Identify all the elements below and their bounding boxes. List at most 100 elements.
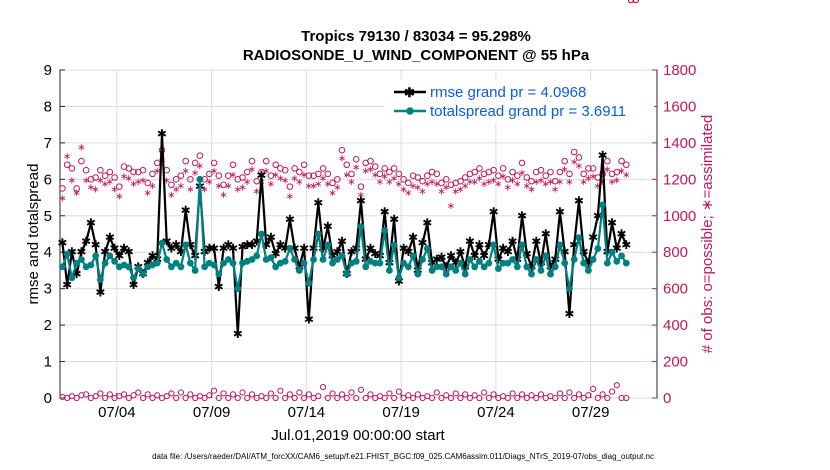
x-axis-label: Jul.01,2019 00:00:00 start xyxy=(271,427,445,444)
assimilated-obs-point: ∗ xyxy=(598,177,606,188)
totalspread-point xyxy=(547,270,554,278)
assimilated-obs-point: ∗ xyxy=(338,153,346,164)
possible-obs-point xyxy=(589,165,597,172)
rmse-point: ✱ xyxy=(418,236,428,250)
assimilated-obs-point: ∗ xyxy=(613,175,621,186)
legend-rmse-label: rmse grand pr = 4.0968 xyxy=(430,84,586,101)
assimilated-obs-point: ∗ xyxy=(177,181,185,192)
rmse-point: ✱ xyxy=(607,216,617,230)
possible-obs-point xyxy=(419,177,426,185)
assimilated-obs-point: ∗ xyxy=(433,179,441,190)
low-count-obs-point xyxy=(457,394,464,402)
rmse-point: ✱ xyxy=(370,247,380,261)
y-tick-label: 5 xyxy=(44,208,52,225)
possible-obs-point xyxy=(187,176,194,183)
low-count-obs-point xyxy=(481,389,488,396)
rmse-point: ✱ xyxy=(531,234,541,248)
low-count-obs-point xyxy=(509,390,516,397)
low-count-obs-point xyxy=(594,394,601,402)
low-count-obs-point xyxy=(272,394,279,402)
rmse-point: ✱ xyxy=(399,242,409,256)
totalspread-point xyxy=(381,226,389,234)
rmse-point: ✱ xyxy=(380,205,390,219)
low-count-obs-point xyxy=(348,389,355,396)
low-count-obs-point xyxy=(561,394,568,402)
rmse-point: ✱ xyxy=(304,313,314,327)
low-count-obs-point xyxy=(225,394,232,402)
assimilated-obs-point: ∗ xyxy=(447,201,455,212)
rmse-point: ✱ xyxy=(517,209,527,223)
low-count-obs-point xyxy=(623,394,630,402)
rmse-point: ✱ xyxy=(214,280,224,294)
totalspread-point xyxy=(201,263,209,271)
possible-obs-point xyxy=(97,166,104,174)
low-count-obs-point xyxy=(443,392,450,399)
assimilated-obs-point: ∗ xyxy=(110,184,118,195)
totalspread-point xyxy=(537,267,545,274)
rmse-point: ✱ xyxy=(427,256,437,270)
assimilated-obs-point: ∗ xyxy=(68,175,76,186)
low-count-obs-point xyxy=(83,391,90,398)
totalspread-point xyxy=(319,256,327,263)
totalspread-point xyxy=(73,259,81,267)
low-count-obs-point xyxy=(632,0,639,4)
assimilated-obs-point: ∗ xyxy=(357,190,365,201)
possible-obs-point xyxy=(130,168,137,176)
rmse-point: ✱ xyxy=(309,242,319,256)
assimilated-obs-point: ∗ xyxy=(362,166,370,177)
totalspread-point xyxy=(528,270,535,278)
assimilated-obs-point: ∗ xyxy=(234,184,242,195)
low-count-obs-point xyxy=(291,394,298,402)
possible-obs-point xyxy=(528,177,535,185)
assimilated-obs-point: ∗ xyxy=(423,179,431,190)
rmse-point: ✱ xyxy=(328,249,338,263)
low-count-obs-point xyxy=(599,391,606,398)
assimilated-obs-point: ∗ xyxy=(106,177,114,188)
assimilated-obs-point: ∗ xyxy=(319,174,327,185)
rmse-point: ✱ xyxy=(564,307,574,321)
rmse-point: ✱ xyxy=(147,249,157,263)
low-count-obs-point xyxy=(428,394,436,402)
low-count-obs-point xyxy=(106,391,113,398)
low-count-obs-point xyxy=(433,389,440,396)
rmse-point: ✱ xyxy=(579,245,589,259)
possible-obs-point xyxy=(248,157,256,165)
low-count-obs-point xyxy=(476,394,483,402)
low-count-obs-point xyxy=(182,394,189,402)
assimilated-obs-point: ∗ xyxy=(324,179,332,190)
rmse-point: ✱ xyxy=(356,194,366,208)
totalspread-point xyxy=(68,274,76,282)
totalspread-point xyxy=(333,256,341,263)
assimilated-obs-point: ∗ xyxy=(205,177,213,188)
assimilated-obs-point: ∗ xyxy=(565,177,573,188)
possible-obs-point xyxy=(556,168,564,176)
totalspread-point xyxy=(499,259,507,267)
rmse-point: ✱ xyxy=(204,242,214,256)
low-count-obs-point xyxy=(504,394,511,402)
possible-obs-point xyxy=(73,185,80,192)
assimilated-obs-point: ∗ xyxy=(215,181,223,192)
assimilated-obs-point: ∗ xyxy=(499,172,507,183)
assimilated-obs-point: ∗ xyxy=(309,181,317,192)
possible-obs-point xyxy=(442,176,450,183)
totalspread-point xyxy=(414,270,422,278)
totalspread-point xyxy=(258,230,265,238)
possible-obs-point xyxy=(390,165,398,172)
assimilated-obs-point: ∗ xyxy=(295,177,303,188)
low-count-obs-point xyxy=(248,391,256,398)
low-count-obs-point xyxy=(239,389,246,396)
assimilated-obs-point: ∗ xyxy=(87,183,95,194)
totalspread-point xyxy=(390,241,398,249)
assimilated-obs-point: ∗ xyxy=(504,183,512,194)
totalspread-point xyxy=(608,248,616,256)
totalspread-point xyxy=(494,265,502,273)
assimilated-obs-point: ∗ xyxy=(404,188,412,199)
totalspread-point xyxy=(603,259,611,267)
totalspread-point xyxy=(134,265,142,273)
low-count-obs-point xyxy=(518,391,526,398)
rmse-point: ✱ xyxy=(436,251,446,265)
possible-obs-point xyxy=(613,168,621,176)
assimilated-obs-point: ∗ xyxy=(575,161,583,172)
assimilated-obs-point: ∗ xyxy=(537,175,545,186)
rmse-point: ✱ xyxy=(57,236,67,250)
